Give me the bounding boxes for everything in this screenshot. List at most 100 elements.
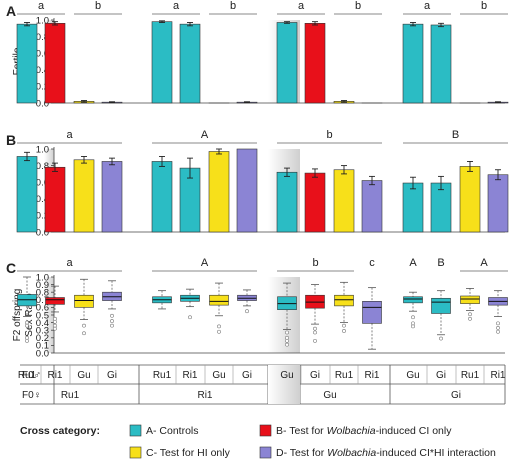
outlier-point bbox=[496, 326, 500, 330]
sig-letter: b bbox=[95, 0, 101, 12]
male-strain-label: Gu bbox=[212, 370, 225, 381]
legend-swatch bbox=[129, 424, 142, 437]
outlier-point bbox=[245, 309, 249, 314]
y-tick-label: 1.0 bbox=[36, 15, 49, 26]
box bbox=[460, 295, 480, 304]
outlier-point bbox=[285, 338, 289, 343]
bar bbox=[430, 182, 452, 233]
legend-swatch bbox=[259, 424, 272, 437]
male-strain-label: Gi bbox=[107, 370, 117, 381]
row-label-female: F0♀ bbox=[22, 390, 41, 401]
sig-letter: A bbox=[201, 129, 209, 141]
y-tick-label: 0.9 bbox=[36, 280, 49, 291]
outlier-point bbox=[439, 336, 443, 341]
male-strain-label: Ri1 bbox=[182, 370, 197, 381]
y-tick-label: 0.4 bbox=[36, 65, 49, 76]
group-gap bbox=[268, 277, 300, 353]
legend-swatch bbox=[129, 446, 142, 459]
sig-letter: b bbox=[326, 129, 332, 141]
y-tick-label: 0.6 bbox=[36, 178, 49, 189]
sig-letter: A bbox=[480, 257, 488, 269]
panel-letter: C bbox=[6, 260, 16, 276]
box bbox=[431, 297, 451, 314]
legend-swatch bbox=[259, 446, 272, 459]
outlier-point bbox=[25, 320, 29, 325]
sig-letter: b bbox=[312, 257, 318, 269]
y-tick-label: 0.3 bbox=[36, 326, 49, 337]
male-strain-label: Gi bbox=[242, 370, 252, 381]
y-tick-label: 0.1 bbox=[36, 341, 49, 352]
y-tick-label: 0.6 bbox=[36, 49, 49, 60]
bar bbox=[16, 156, 38, 233]
outlier-point bbox=[82, 331, 86, 336]
legend-label: C- Test for HI only bbox=[146, 447, 231, 459]
outlier-point bbox=[496, 321, 500, 326]
y-tick-label: 0.8 bbox=[36, 32, 49, 43]
male-strain-label: Ru1 bbox=[18, 370, 37, 381]
y-tick-label: 0.4 bbox=[36, 194, 49, 205]
outlier-point bbox=[411, 321, 415, 326]
female-strain-label: Gu bbox=[323, 390, 336, 401]
outlier-point bbox=[53, 326, 57, 331]
outlier-point bbox=[342, 323, 346, 328]
male-strain-label: Gu bbox=[406, 370, 419, 381]
sig-letter: a bbox=[38, 0, 45, 12]
y-tick-label: 0.0 bbox=[36, 227, 49, 238]
outlier-point bbox=[217, 329, 221, 334]
sig-letter: a bbox=[173, 0, 180, 12]
sig-letter: A bbox=[409, 257, 417, 269]
y-tick-label: 0.8 bbox=[36, 288, 49, 299]
male-strain-label: Ri1 bbox=[490, 370, 505, 381]
y-tick-label: 0.0 bbox=[36, 98, 49, 109]
outlier-point bbox=[496, 329, 500, 334]
legend-label: D- Test for Wolbachia-induced CI*HI inte… bbox=[276, 447, 496, 459]
outlier-point bbox=[411, 315, 415, 320]
outlier-point bbox=[25, 338, 29, 343]
sig-letter: a bbox=[66, 257, 73, 269]
sig-letter: a bbox=[66, 129, 73, 141]
bar bbox=[304, 172, 326, 233]
panel-C: 0.00.10.20.30.40.50.60.70.80.91.0 F2 offs… bbox=[6, 257, 508, 359]
bar bbox=[276, 22, 298, 104]
bar bbox=[73, 159, 95, 233]
outlier-point bbox=[411, 324, 415, 329]
sig-letter: c bbox=[369, 257, 375, 269]
male-strain-label: Gu bbox=[280, 370, 293, 381]
outlier-point bbox=[82, 323, 86, 328]
panel-letter: A bbox=[6, 3, 16, 19]
legend-label: B- Test for Wolbachia-induced CI only bbox=[276, 425, 452, 437]
outlier-point bbox=[110, 319, 114, 323]
bar bbox=[333, 169, 355, 233]
male-strain-label: Gu bbox=[77, 370, 90, 381]
row-label-male: F0♂ bbox=[22, 370, 41, 381]
sig-letter: B bbox=[452, 129, 459, 141]
box bbox=[403, 296, 423, 304]
y-axis-label: Sex Ratio bbox=[24, 293, 35, 337]
male-strain-label: Ru1 bbox=[335, 370, 354, 381]
outlier-point bbox=[25, 323, 29, 328]
bar bbox=[402, 182, 424, 233]
box bbox=[74, 294, 94, 308]
y-tick-label: 0.2 bbox=[36, 211, 49, 222]
outlier-point bbox=[468, 312, 472, 317]
y-tick-label: 0.4 bbox=[36, 318, 49, 329]
panel-letter: B bbox=[6, 132, 16, 148]
y-tick-label: 0.2 bbox=[36, 82, 49, 93]
legend-label: A- Controls bbox=[146, 425, 199, 437]
outlier-point bbox=[25, 335, 29, 340]
y-tick-label: 0.8 bbox=[36, 161, 49, 172]
bar bbox=[179, 23, 201, 104]
box bbox=[334, 294, 354, 307]
y-tick-label: 0.2 bbox=[36, 333, 49, 344]
outlier-point bbox=[468, 316, 472, 321]
sig-letter: b bbox=[230, 0, 236, 12]
bar bbox=[459, 166, 481, 233]
outlier-point bbox=[285, 330, 289, 335]
outlier-point bbox=[110, 323, 114, 328]
box bbox=[45, 297, 65, 305]
female-strain-label: Gi bbox=[451, 390, 461, 401]
y-axis-label: F2 offspring bbox=[12, 289, 23, 342]
bar bbox=[16, 23, 38, 104]
group-gap bbox=[268, 365, 300, 404]
